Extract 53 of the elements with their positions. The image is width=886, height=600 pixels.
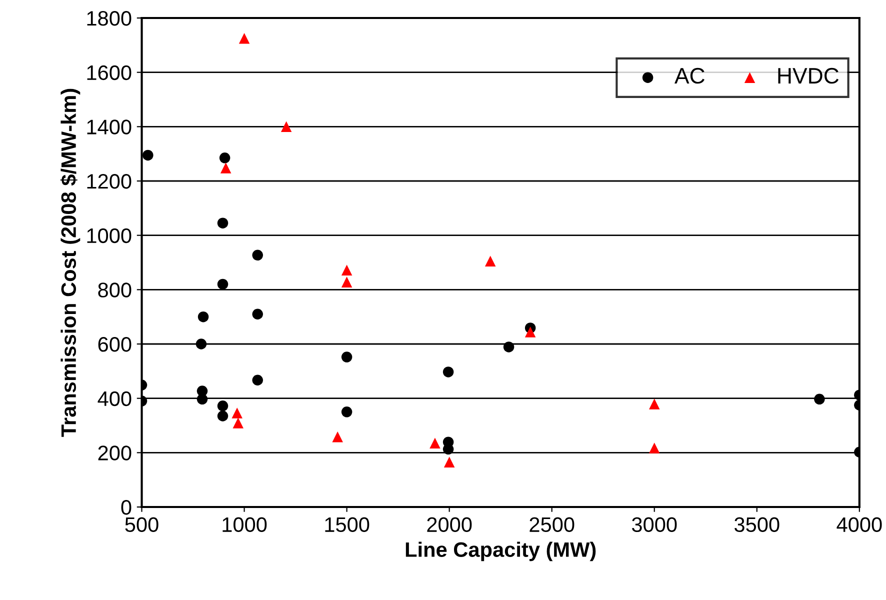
legend-label: AC — [674, 68, 704, 84]
y-tick-label: 1000 — [87, 228, 132, 244]
point — [341, 276, 352, 288]
point — [341, 352, 352, 362]
point — [232, 408, 242, 418]
point — [196, 338, 207, 350]
x-tick-label: 3500 — [734, 517, 780, 532]
y-tick-label: 600 — [98, 337, 132, 352]
y-tick-label: 800 — [98, 282, 132, 298]
point — [196, 394, 208, 405]
point — [503, 342, 514, 352]
point — [217, 278, 228, 290]
point — [648, 398, 660, 410]
y-tick-label: 1200 — [87, 174, 132, 189]
y-tick-label: 1800 — [87, 11, 132, 26]
x-axis-title: Line Capacity (MW) — [406, 542, 596, 562]
x-tick-label: 3000 — [632, 517, 677, 532]
point — [217, 400, 228, 412]
point — [252, 250, 263, 261]
y-tick-label: 1400 — [87, 120, 132, 134]
y-tick-label: 1600 — [87, 65, 132, 80]
point — [219, 152, 230, 164]
point — [814, 394, 825, 405]
y-tick-label: 200 — [98, 446, 132, 460]
point — [648, 442, 660, 454]
point — [238, 32, 250, 44]
y-axis-title: Transmission Cost (2008 $/MW-km) — [60, 88, 80, 437]
point — [280, 121, 292, 132]
point — [430, 438, 440, 449]
x-tick-label: 1000 — [222, 517, 267, 532]
x-tick-label: 2500 — [530, 517, 574, 532]
point — [484, 256, 496, 267]
x-tick-label: 500 — [125, 517, 158, 532]
x-tick-label: 1500 — [325, 517, 370, 532]
point — [332, 432, 343, 442]
point — [442, 366, 454, 378]
legend-label: HVDC — [778, 68, 839, 84]
x-tick-label: 2000 — [427, 517, 472, 532]
point — [252, 374, 263, 386]
y-tick-label: 0 — [121, 500, 132, 515]
y-tick-label: 400 — [98, 391, 132, 406]
point — [198, 311, 209, 322]
point — [232, 418, 244, 428]
point — [341, 406, 352, 418]
point — [524, 326, 536, 338]
point — [217, 218, 228, 228]
point — [252, 308, 263, 320]
x-tick-label: 4000 — [836, 517, 882, 532]
point — [217, 410, 228, 422]
point — [220, 162, 232, 174]
point — [444, 456, 455, 468]
point — [142, 150, 154, 161]
point — [341, 264, 352, 276]
